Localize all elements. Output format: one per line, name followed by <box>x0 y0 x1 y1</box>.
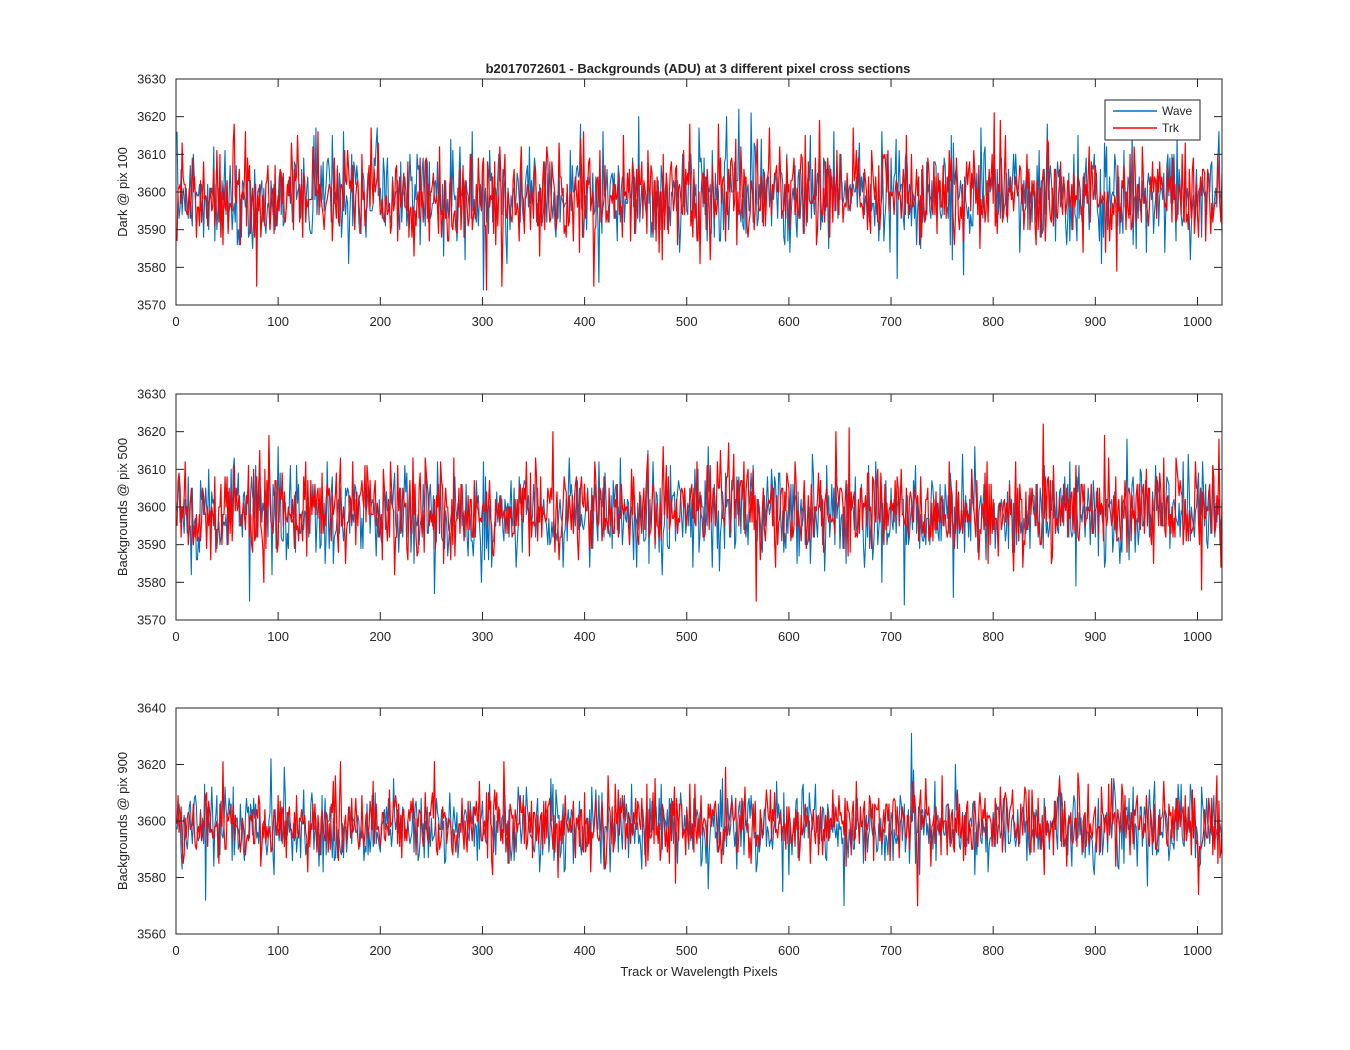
x-tick-label: 300 <box>472 629 494 644</box>
x-tick-label: 400 <box>574 314 596 329</box>
y-tick-label: 3620 <box>137 109 166 124</box>
x-tick-label: 700 <box>880 314 902 329</box>
x-tick-label: 600 <box>778 943 800 958</box>
y-tick-label: 3600 <box>137 185 166 200</box>
y-tick-label: 3620 <box>137 424 166 439</box>
x-tick-label: 0 <box>172 943 179 958</box>
x-tick-label: 1000 <box>1183 629 1212 644</box>
y-tick-label: 3570 <box>137 613 166 628</box>
y-tick-label: 3580 <box>137 260 166 275</box>
series-line-trk <box>176 112 1222 291</box>
x-tick-label: 300 <box>472 314 494 329</box>
x-tick-label: 900 <box>1084 629 1106 644</box>
x-tick-label: 0 <box>172 629 179 644</box>
y-axis-label: Backgrounds @ pix 500 <box>115 438 130 576</box>
x-tick-label: 700 <box>880 629 902 644</box>
series-line-trk <box>176 423 1222 602</box>
x-tick-label: 500 <box>676 314 698 329</box>
series-line-wave <box>176 108 1222 291</box>
x-tick-label: 100 <box>267 629 289 644</box>
x-tick-label: 900 <box>1084 943 1106 958</box>
y-tick-label: 3590 <box>137 537 166 552</box>
y-tick-label: 3600 <box>137 814 166 829</box>
y-tick-label: 3630 <box>137 387 166 402</box>
x-tick-label: 200 <box>369 629 391 644</box>
y-tick-label: 3610 <box>137 147 166 162</box>
x-tick-label: 100 <box>267 943 289 958</box>
x-tick-label: 800 <box>982 314 1004 329</box>
x-tick-label: 200 <box>369 314 391 329</box>
y-tick-label: 3560 <box>137 927 166 942</box>
y-tick-label: 3640 <box>137 701 166 716</box>
x-tick-label: 400 <box>574 943 596 958</box>
x-tick-label: 1000 <box>1183 314 1212 329</box>
y-axis-label: Dark @ pix 100 <box>115 147 130 237</box>
series-line-trk <box>176 761 1222 907</box>
y-tick-label: 3620 <box>137 757 166 772</box>
x-tick-label: 400 <box>574 629 596 644</box>
legend-label-trk: Trk <box>1162 121 1180 135</box>
x-tick-label: 800 <box>982 629 1004 644</box>
subplot-1: 0 100 200 300 400 500 600 700 800 900 1000 3570 3580… <box>115 72 1223 329</box>
legend-label-wave: Wave <box>1162 104 1193 118</box>
y-axis-label: Backgrounds @ pix 900 <box>115 752 130 890</box>
y-tick-label: 3610 <box>137 462 166 477</box>
x-axis-label: Track or Wavelength Pixels <box>620 964 778 979</box>
x-tick-label: 900 <box>1084 314 1106 329</box>
x-tick-label: 500 <box>676 629 698 644</box>
y-tick-label: 3630 <box>137 72 166 87</box>
x-tick-label: 500 <box>676 943 698 958</box>
x-tick-label: 1000 <box>1183 943 1212 958</box>
y-tick-label: 3580 <box>137 870 166 885</box>
y-tick-label: 3570 <box>137 298 166 313</box>
figure-title: b2017072601 - Backgrounds (ADU) at 3 dif… <box>486 61 911 76</box>
x-tick-label: 300 <box>472 943 494 958</box>
x-tick-label: 600 <box>778 629 800 644</box>
x-tick-label: 800 <box>982 943 1004 958</box>
y-tick-label: 3600 <box>137 500 166 515</box>
y-tick-label: 3580 <box>137 575 166 590</box>
legend-box <box>1104 99 1201 141</box>
subplot-2: 0 100 200 300 400 500 600 700 800 900 1000 3570 3580… <box>115 387 1223 644</box>
x-tick-label: 100 <box>267 314 289 329</box>
y-tick-label: 3590 <box>137 222 166 237</box>
x-tick-label: 200 <box>369 943 391 958</box>
legend: Wave Trk <box>1104 99 1201 141</box>
x-tick-label: 600 <box>778 314 800 329</box>
x-tick-label: 0 <box>172 314 179 329</box>
subplot-3: 0 100 200 300 400 500 600 700 800 900 1000 3560 3580… <box>115 701 1223 979</box>
x-tick-label: 700 <box>880 943 902 958</box>
